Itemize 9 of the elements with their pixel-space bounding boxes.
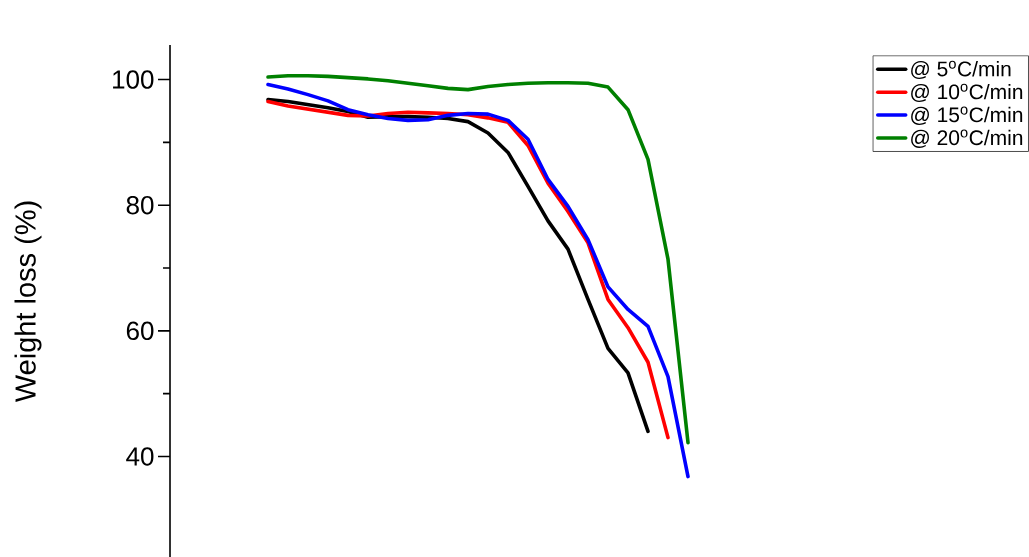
legend-label: @ 10$^{o}$C/min	[911, 83, 1023, 103]
legend-label: @ 15$^{o}$C/min	[911, 106, 1023, 125]
y-tick-label: 60	[126, 321, 154, 341]
y-tick-label: 100	[113, 70, 154, 89]
y-tick-label: 40	[126, 447, 154, 466]
y-tick-label: 80	[126, 195, 154, 215]
legend-label: @ 20$^{o}$C/min	[911, 129, 1023, 148]
y-axis-title: Weight loss (%)	[14, 201, 42, 403]
legend-label: @ 5$^{o}$C/min	[911, 60, 1011, 80]
